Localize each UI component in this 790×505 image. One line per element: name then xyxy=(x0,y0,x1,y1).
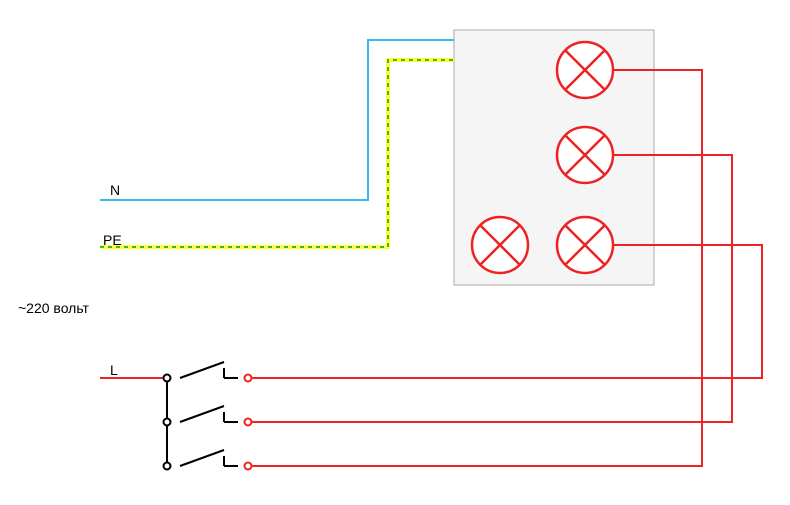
switch-term-3 xyxy=(224,456,238,466)
label-pe: PE xyxy=(103,232,122,248)
wiring-diagram: N PE ~220 вольт L xyxy=(0,0,790,505)
connection-node xyxy=(245,419,252,426)
pe-wire-fill xyxy=(100,60,454,247)
connection-node xyxy=(245,463,252,470)
connection-node xyxy=(245,375,252,382)
label-voltage: ~220 вольт xyxy=(18,300,89,316)
switch-arm-2 xyxy=(180,406,224,422)
lamp-icon xyxy=(557,217,613,273)
connection-node xyxy=(164,419,171,426)
connection-node xyxy=(164,463,171,470)
diagram-svg xyxy=(0,0,790,505)
label-neutral: N xyxy=(110,182,120,198)
connection-node xyxy=(164,375,171,382)
neutral-wire xyxy=(100,40,454,200)
lamp-icon xyxy=(557,42,613,98)
label-line: L xyxy=(110,362,118,378)
lamp-icon xyxy=(557,127,613,183)
switch-term-1 xyxy=(224,368,238,378)
pe-wire-dash xyxy=(100,60,454,247)
switch-arm-1 xyxy=(180,362,224,378)
switch-arm-3 xyxy=(180,450,224,466)
lamp-icon xyxy=(472,217,528,273)
switch-term-2 xyxy=(224,412,238,422)
